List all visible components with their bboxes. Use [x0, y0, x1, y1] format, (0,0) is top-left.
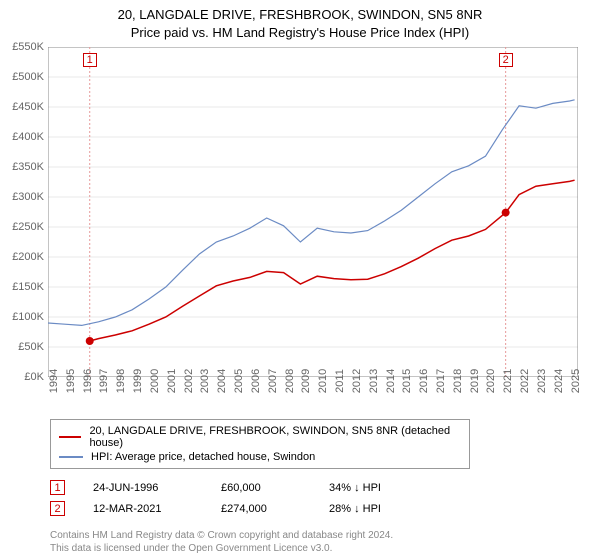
x-tick-label: 2016: [418, 369, 430, 393]
x-tick-label: 2008: [284, 369, 296, 393]
chart-plot: [48, 47, 578, 377]
sale-marker-box: 1: [83, 53, 97, 67]
chart-area: £0K£50K£100K£150K£200K£250K£300K£350K£40…: [48, 47, 578, 407]
x-tick-label: 2021: [502, 369, 514, 393]
attribution-line-1: Contains HM Land Registry data © Crown c…: [50, 529, 588, 542]
legend-item: 20, LANGDALE DRIVE, FRESHBROOK, SWINDON,…: [59, 424, 461, 450]
x-tick-label: 2000: [149, 369, 161, 393]
x-tick-label: 2024: [553, 369, 565, 393]
x-tick-label: 2006: [250, 369, 262, 393]
sale-number-box: 2: [50, 501, 65, 516]
x-tick-label: 2013: [368, 369, 380, 393]
x-tick-label: 2012: [351, 369, 363, 393]
x-axis-labels: 1994199519961997199819992000200120022003…: [48, 381, 578, 411]
attribution-line-2: This data is licensed under the Open Gov…: [50, 542, 588, 555]
x-tick-label: 2018: [452, 369, 464, 393]
y-axis-labels: £0K£50K£100K£150K£200K£250K£300K£350K£40…: [0, 47, 44, 377]
sale-delta: 28% ↓ HPI: [329, 503, 381, 515]
x-tick-label: 2019: [469, 369, 481, 393]
legend-swatch: [59, 436, 81, 438]
x-tick-label: 2009: [300, 369, 312, 393]
y-tick-label: £550K: [12, 41, 44, 53]
x-tick-label: 1999: [132, 369, 144, 393]
y-tick-label: £350K: [12, 161, 44, 173]
sale-delta: 34% ↓ HPI: [329, 482, 381, 494]
x-tick-label: 1998: [115, 369, 127, 393]
x-tick-label: 2005: [233, 369, 245, 393]
x-tick-label: 2022: [519, 369, 531, 393]
sale-row: 2 12-MAR-2021 £274,000 28% ↓ HPI: [50, 498, 588, 519]
y-tick-label: £0K: [24, 371, 44, 383]
sale-price: £60,000: [221, 482, 301, 494]
x-tick-label: 2020: [485, 369, 497, 393]
y-tick-label: £200K: [12, 251, 44, 263]
legend-label: 20, LANGDALE DRIVE, FRESHBROOK, SWINDON,…: [89, 425, 461, 449]
y-tick-label: £150K: [12, 281, 44, 293]
attribution: Contains HM Land Registry data © Crown c…: [50, 529, 588, 555]
x-tick-label: 1994: [48, 369, 60, 393]
x-tick-label: 2001: [166, 369, 178, 393]
x-tick-label: 2010: [317, 369, 329, 393]
sale-date: 24-JUN-1996: [93, 482, 193, 494]
x-tick-label: 2025: [570, 369, 582, 393]
y-tick-label: £250K: [12, 221, 44, 233]
title-line-1: 20, LANGDALE DRIVE, FRESHBROOK, SWINDON,…: [0, 6, 600, 24]
x-tick-label: 2015: [401, 369, 413, 393]
x-tick-label: 2002: [183, 369, 195, 393]
chart-title: 20, LANGDALE DRIVE, FRESHBROOK, SWINDON,…: [0, 0, 600, 41]
x-tick-label: 2003: [199, 369, 211, 393]
x-tick-label: 2023: [536, 369, 548, 393]
y-tick-label: £50K: [18, 341, 44, 353]
x-tick-label: 1996: [82, 369, 94, 393]
legend-item: HPI: Average price, detached house, Swin…: [59, 450, 461, 464]
x-tick-label: 2007: [267, 369, 279, 393]
x-tick-label: 2004: [216, 369, 228, 393]
legend-label: HPI: Average price, detached house, Swin…: [91, 451, 315, 463]
y-tick-label: £300K: [12, 191, 44, 203]
legend-swatch: [59, 456, 83, 458]
sale-rows: 1 24-JUN-1996 £60,000 34% ↓ HPI 2 12-MAR-2021…: [50, 477, 588, 519]
y-tick-label: £100K: [12, 311, 44, 323]
x-tick-label: 1995: [65, 369, 77, 393]
sale-date: 12-MAR-2021: [93, 503, 193, 515]
y-tick-label: £450K: [12, 101, 44, 113]
sale-row: 1 24-JUN-1996 £60,000 34% ↓ HPI: [50, 477, 588, 498]
legend: 20, LANGDALE DRIVE, FRESHBROOK, SWINDON,…: [50, 419, 470, 469]
x-tick-label: 2017: [435, 369, 447, 393]
y-tick-label: £500K: [12, 71, 44, 83]
x-tick-label: 2011: [334, 369, 346, 393]
x-tick-label: 1997: [98, 369, 110, 393]
x-tick-label: 2014: [385, 369, 397, 393]
title-line-2: Price paid vs. HM Land Registry's House …: [0, 24, 600, 42]
y-tick-label: £400K: [12, 131, 44, 143]
sale-marker-box: 2: [499, 53, 513, 67]
sale-number-box: 1: [50, 480, 65, 495]
sale-price: £274,000: [221, 503, 301, 515]
